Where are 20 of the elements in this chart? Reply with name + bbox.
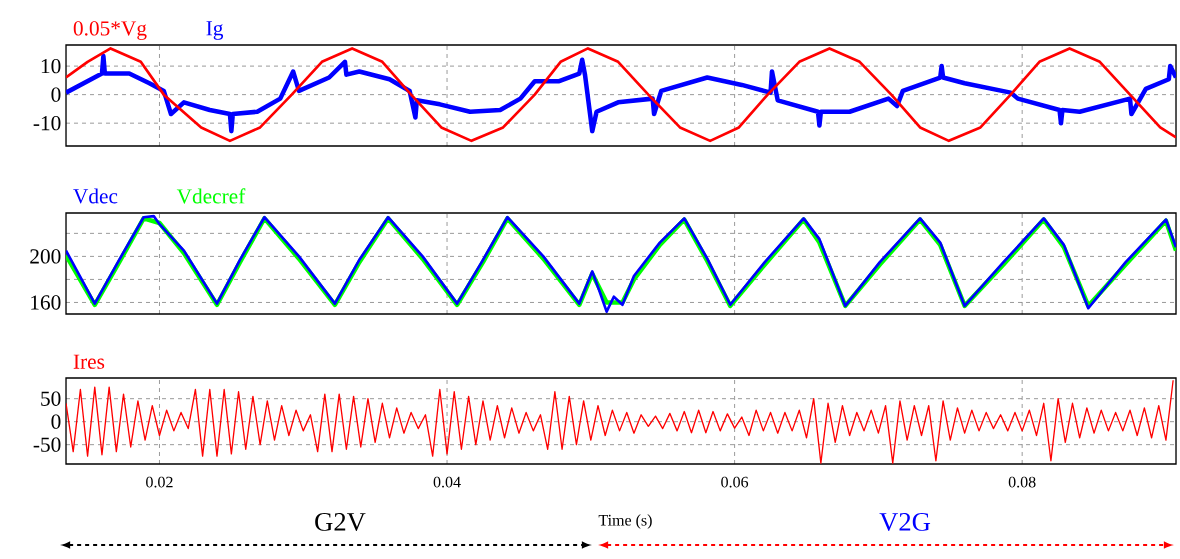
text: V2G: [879, 512, 931, 532]
x-tick-label: 0.06: [721, 476, 749, 488]
text: G2V: [315, 512, 366, 532]
y-tick-label: -50: [33, 437, 61, 452]
y-tick-label: 0: [51, 87, 61, 102]
y-tick-label: -10: [33, 115, 61, 131]
y-tick-label: 10: [41, 58, 61, 74]
series-label: Ires: [73, 354, 105, 369]
series-label: 0.05*Vg: [73, 21, 147, 40]
x-tick-label: 0.08: [1008, 476, 1036, 488]
y-tick-label: 160: [31, 295, 61, 310]
series-label: Vdec: [73, 188, 118, 204]
y-tick-label: 0: [51, 414, 61, 429]
y-tick-label: 50: [41, 391, 61, 406]
text: Ig: [206, 21, 224, 40]
series-label: Vdecref: [176, 188, 246, 204]
y-tick-label: 200: [30, 249, 61, 264]
x-axis-title: Time (s): [598, 514, 652, 529]
x-tick-label: 0.04: [433, 476, 461, 488]
x-tick-label: 0.02: [146, 476, 173, 488]
